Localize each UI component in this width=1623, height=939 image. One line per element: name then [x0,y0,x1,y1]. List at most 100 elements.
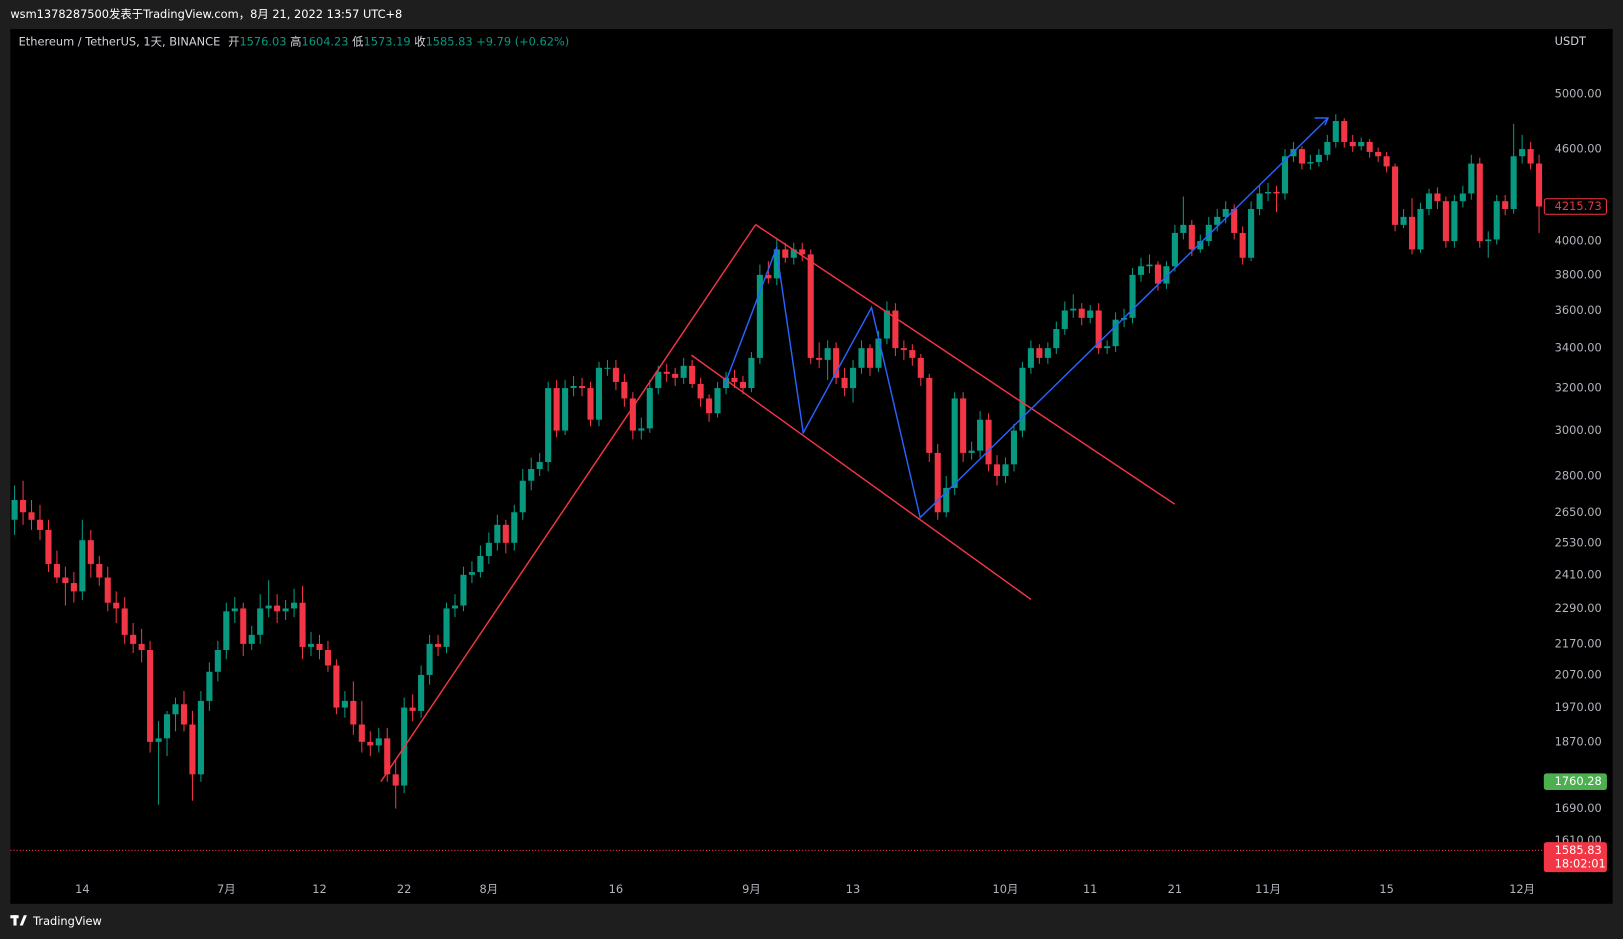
y-tick-label: 2070.00 [1555,667,1602,681]
candle-body [985,419,992,465]
candle-body [147,649,154,742]
candle-body [799,249,806,255]
candle-body [20,499,27,513]
candle-body [223,611,230,650]
candle-body [621,381,628,399]
candle-body [968,450,975,453]
open-value: 1576.03 [239,34,286,48]
price-label-box [1543,198,1607,215]
candle-body [816,357,823,360]
candle-body [53,563,60,578]
candle-body [435,643,442,647]
candle-body [1027,348,1034,368]
logo [10,915,27,926]
candle-body [1383,156,1390,167]
candle-body [672,373,679,378]
logo-part [13,915,17,926]
candle-body [214,649,221,672]
y-tick-label: 3200.00 [1555,381,1602,395]
candle-body [1459,193,1466,202]
candle-body [629,398,636,431]
candle-body [384,738,391,775]
y-tick-label: 4000.00 [1555,234,1602,248]
candle-body [274,605,281,612]
open-label: 开 [228,34,239,48]
change: +9.79 (+0.62%) [476,34,569,48]
candle-body [1307,162,1314,164]
candle-body [892,310,899,349]
candle-body [1248,208,1255,258]
candle-body [358,724,365,742]
candle-body [333,665,340,708]
y-tick-label: 3000.00 [1555,423,1602,437]
x-tick-label: 12 [312,882,326,896]
candle-body [731,377,738,382]
candle-body [1400,216,1407,225]
candle-body [570,386,577,389]
high-label: 高 [290,34,301,48]
candle-body [1332,121,1339,142]
x-tick-label: 13 [846,882,860,896]
candle-body [28,512,35,520]
candle-body [1180,224,1187,233]
candle-body [1137,266,1145,275]
candle-body [646,388,653,429]
price-label: 1585.83 [1555,843,1602,857]
candle-body [11,499,18,520]
candle-body [697,383,704,399]
candle-body [468,572,475,575]
y-tick-label: 2650.00 [1555,505,1602,519]
candle-body [790,249,797,258]
candle-body [1070,308,1077,311]
candle-body [70,583,77,592]
wave-line [723,117,1329,520]
candle-body [1298,149,1305,164]
candle-body [977,419,984,451]
candle-body [104,577,111,603]
candle-body [917,357,924,378]
y-tick-label: 1870.00 [1555,734,1602,748]
candle-body [1163,266,1170,284]
candle-body [1188,224,1195,250]
trend-line [755,224,1176,505]
candle-body [291,602,298,609]
y-tick-label: 1690.00 [1555,801,1602,815]
y-tick-label: 3800.00 [1555,267,1602,281]
x-tick-label: 15 [1379,882,1393,896]
candle-body [426,643,433,675]
candle-body [849,367,857,389]
candle-body [409,707,416,711]
candle-body [197,700,204,775]
price-axis: 5000.00 4600.00 4000.00 3800.00 3600.00 3400.… [75,87,1607,896]
candle-body [1154,264,1161,284]
candle-body [1408,216,1416,250]
candle-body [1129,274,1136,318]
candle-body [418,674,425,711]
caption: wsm1378287500发表于TradingView.com，8月 21, 2… [10,7,402,21]
candle-body [689,365,696,384]
candle-body [807,254,814,358]
y-tick-label: 2800.00 [1555,469,1602,483]
candle-body [451,605,459,609]
candle-body [1485,239,1492,242]
x-tick-label: 12月 [1509,882,1535,896]
candle-body [1146,264,1153,267]
candle-body [79,540,86,592]
y-tick-label: 1970.00 [1555,700,1602,714]
candle-body [350,700,357,725]
candle-body [1061,310,1068,330]
x-tick-label: 16 [609,882,623,896]
candle-body [1231,208,1238,233]
y-tick-label: 2290.00 [1555,601,1602,615]
candle-body [655,371,662,389]
candle-body [595,367,603,420]
candle-body [773,249,780,279]
symbol: Ethereum / TetherUS, 1天, BINANCE [19,34,221,48]
candle-body [172,704,179,715]
candle-body [1324,141,1331,155]
candle-body [1425,193,1433,209]
candle-body [1205,224,1212,242]
candle-body [604,367,611,369]
candle-body [36,519,44,530]
